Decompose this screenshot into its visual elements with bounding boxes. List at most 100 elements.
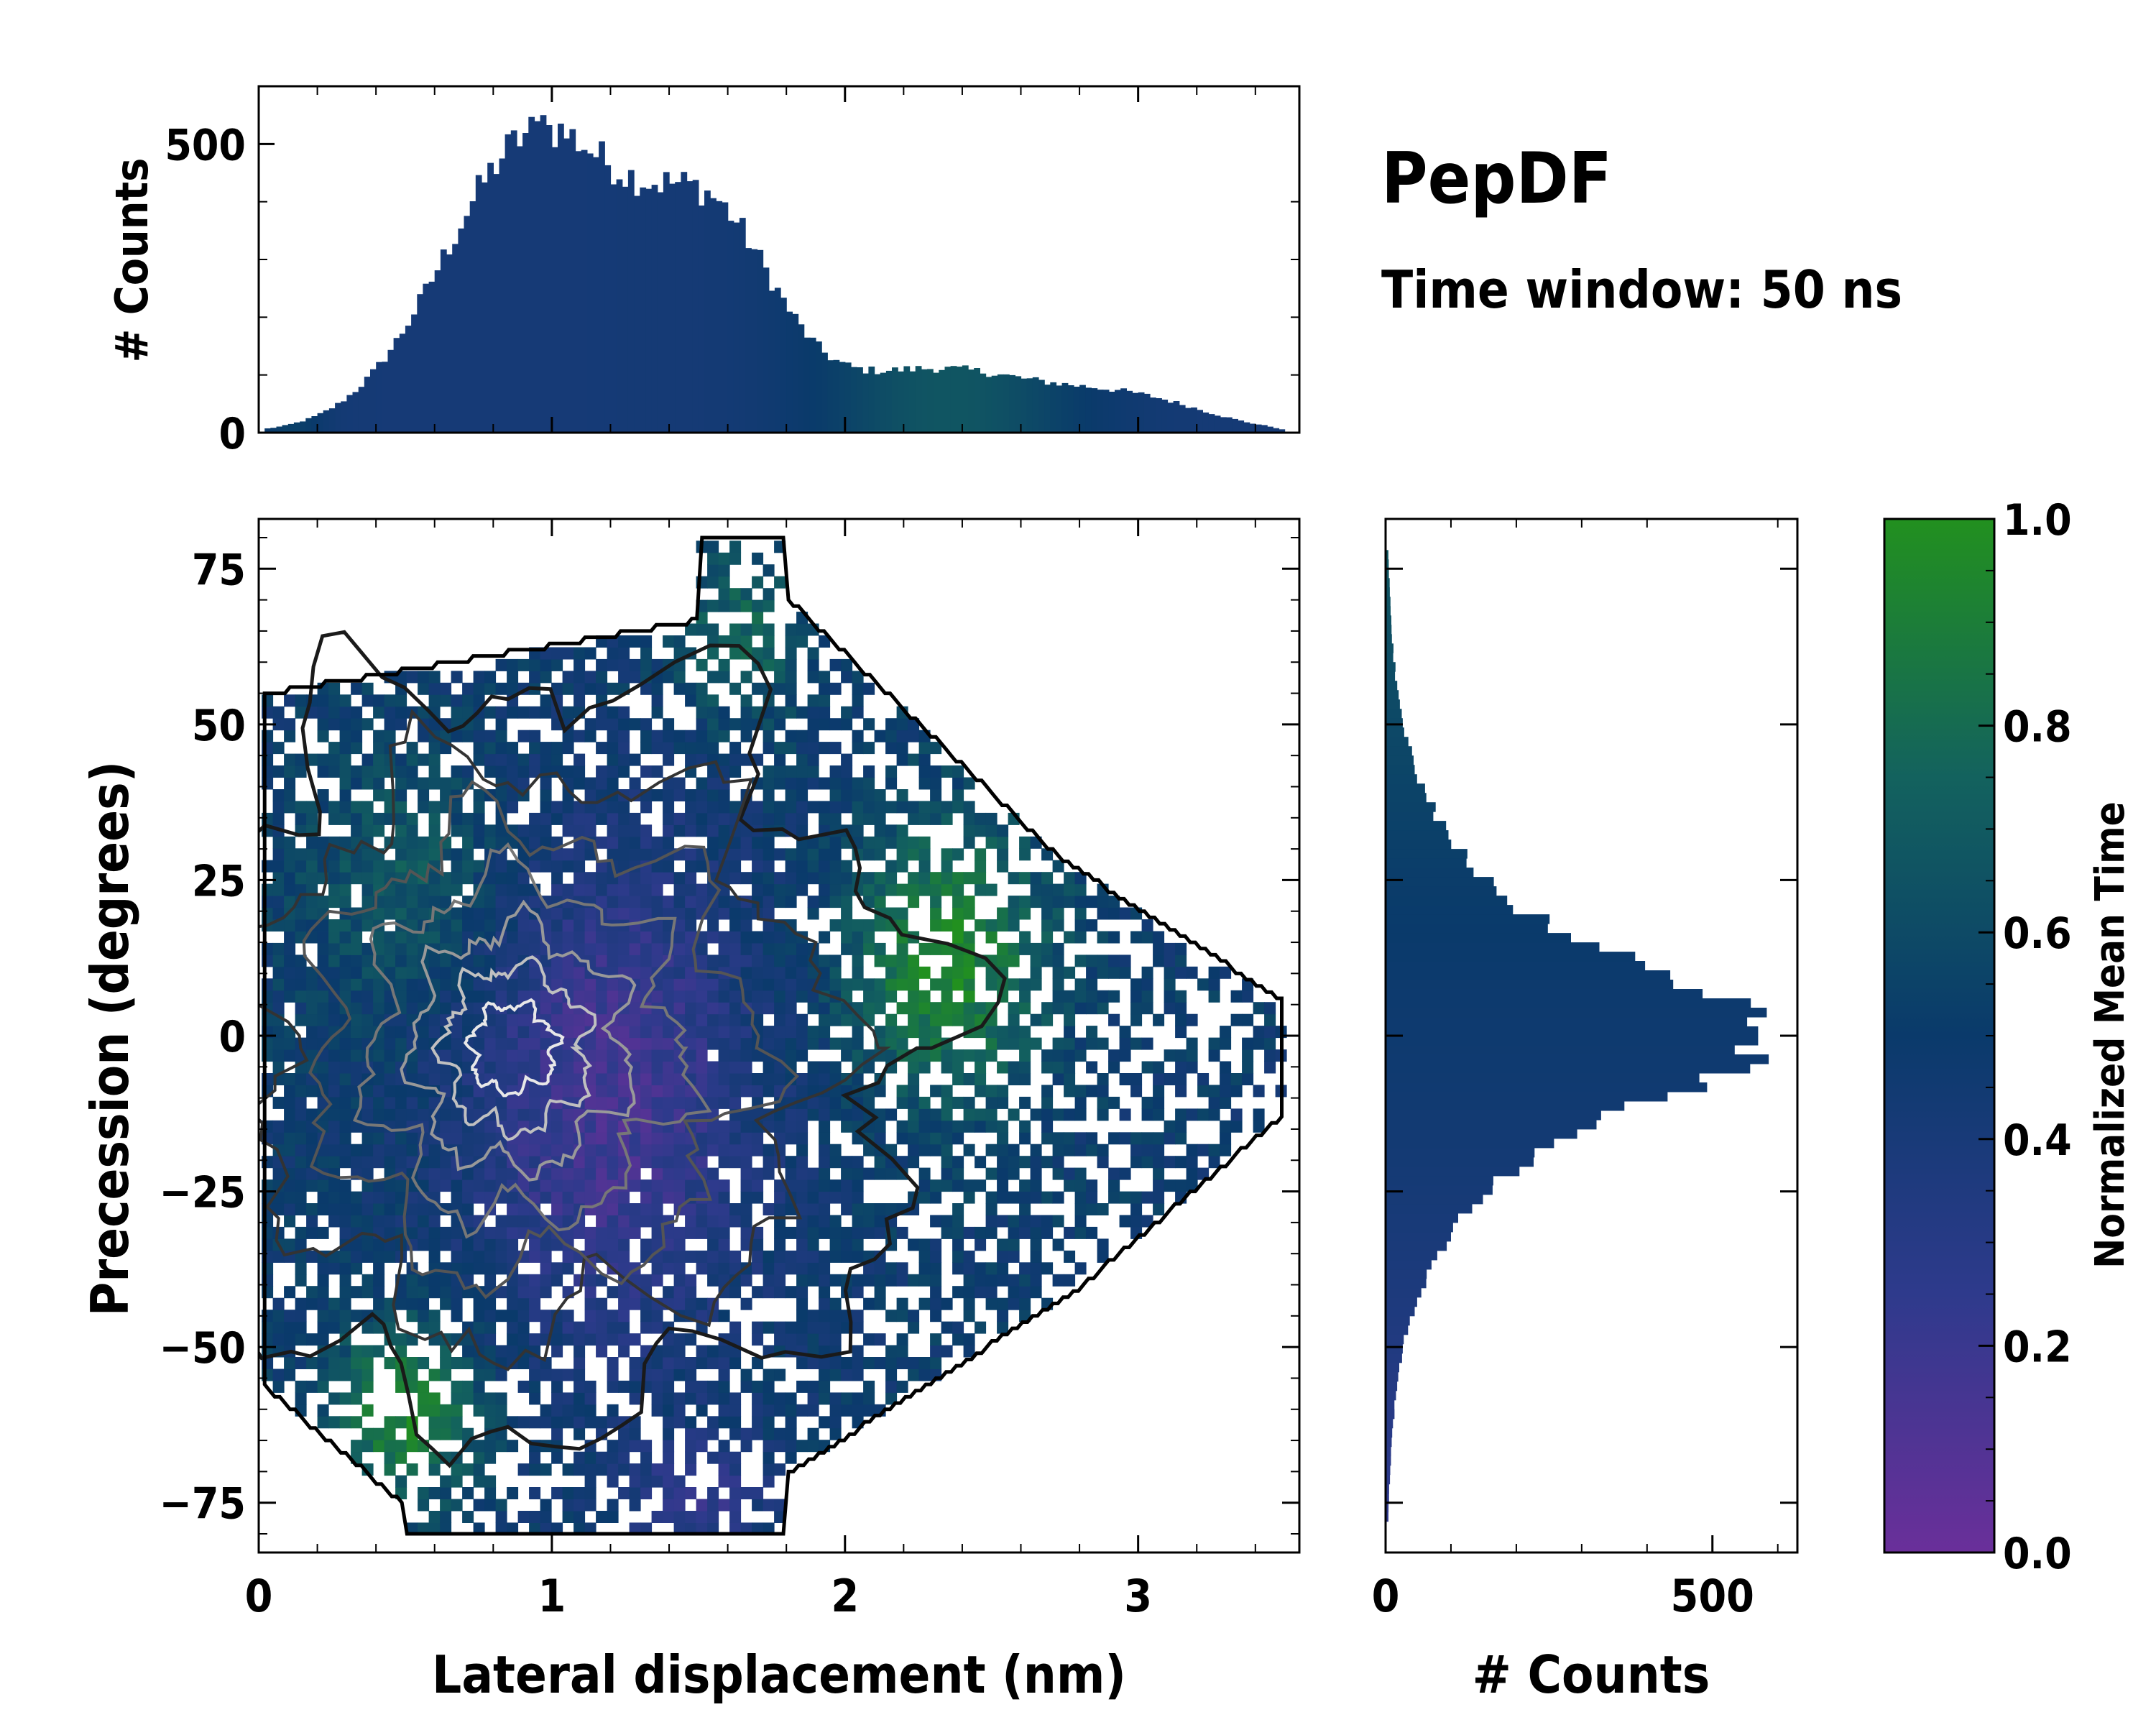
heatmap-cell [930,1238,942,1251]
heatmap-cell [1041,883,1054,896]
heatmap-cell [351,1380,363,1393]
heatmap-cell [317,1108,329,1121]
heatmap-cell [284,801,296,814]
heatmap-cell [1019,1026,1031,1039]
heatmap-cell [819,1096,831,1109]
heatmap-cell [573,1392,586,1405]
heatmap-cell [651,1049,663,1062]
heatmap-cell [763,658,775,671]
heatmap-cell [651,1144,663,1156]
top-histogram-bar [370,369,377,433]
heatmap-cell [584,682,596,695]
top-histogram-bar [927,369,934,433]
heatmap-cell [361,860,374,873]
heatmap-cell [384,1144,396,1156]
heatmap-cell [495,706,507,719]
heatmap-cell [975,1108,987,1121]
heatmap-cell [584,1073,596,1085]
heatmap-cell [885,1144,898,1156]
heatmap-cell [819,978,831,991]
heatmap-cell [729,1203,742,1215]
heatmap-cell [975,883,987,896]
heatmap-cell [361,1250,374,1263]
heatmap-cell [317,1179,329,1192]
heatmap-cell [673,1297,686,1310]
heatmap-cell [272,1333,285,1346]
heatmap-cell [885,1108,898,1121]
top-histogram-bar [516,146,523,433]
heatmap-cell [629,1013,641,1026]
heatmap-cell [673,931,686,944]
right-histogram-bar [1386,690,1399,700]
heatmap-cell [562,682,574,695]
heatmap-cell [484,1096,497,1109]
heatmap-cell [596,1297,608,1310]
top-histogram-bar [1120,388,1127,433]
heatmap-cell [473,1297,485,1310]
heatmap-cell [696,1215,708,1228]
heatmap-cell [507,658,519,671]
heatmap-cell [462,978,474,991]
heatmap-cell [774,718,786,731]
heatmap-cell [651,1368,663,1381]
heatmap-cell [918,860,931,873]
heatmap-cell [729,1132,742,1145]
right-histogram-bar [1386,1213,1458,1223]
heatmap-cell [740,1085,752,1098]
heatmap-cell [997,1250,1009,1263]
heatmap-cell [529,1096,541,1109]
heatmap-cell [930,1250,942,1263]
heatmap-cell [740,706,752,719]
heatmap-cell [930,742,942,755]
heatmap-cell [551,1191,563,1204]
heatmap-cell [896,789,908,801]
heatmap-cell [829,978,842,991]
heatmap-cell [584,1321,596,1334]
heatmap-cell [1097,1250,1109,1263]
heatmap-cell [651,931,663,944]
top-histogram-bar [716,201,723,433]
heatmap-cell [462,1144,474,1156]
heatmap-cell [451,848,463,861]
heatmap-cell [573,1061,586,1074]
heatmap-cell [1019,1002,1031,1015]
heatmap-cell [351,718,363,731]
heatmap-cell [495,1416,507,1429]
top-histogram-bar [950,366,957,433]
heatmap-cell [696,1380,708,1393]
heatmap-cell [607,1250,619,1263]
heatmap-cell [584,919,596,932]
density-contour [430,955,597,1141]
right-histogram-bar [1386,1128,1577,1139]
heatmap-cell [819,777,831,790]
heatmap-cell [640,1191,653,1204]
heatmap-cell [573,1002,586,1015]
heatmap-cell [985,1120,998,1133]
top-histogram-bar [780,298,787,433]
heatmap-cell [707,742,719,755]
heatmap-cell [707,1511,719,1523]
heatmap-cell [640,931,653,944]
heatmap-cell [896,1167,908,1180]
heatmap-cell [284,1321,296,1334]
heatmap-cell [1097,1144,1109,1156]
heatmap-cell [328,848,341,861]
heatmap-cell [896,730,908,742]
heatmap-cell [573,872,586,885]
heatmap-cell [339,1179,351,1192]
heatmap-cell [829,1156,842,1169]
heatmap-cell [1019,1096,1031,1109]
heatmap-cell [373,1132,385,1145]
heatmap-cell [440,1286,452,1299]
heatmap-cell [540,777,552,790]
heatmap-cell [284,1073,296,1085]
heatmap-cell [930,812,942,825]
heatmap-cell [295,848,307,861]
heatmap-cell [607,1440,619,1453]
heatmap-cell [584,801,596,814]
heatmap-cell [663,1238,675,1251]
heatmap-cell [440,1085,452,1098]
heatmap-cell [384,694,396,707]
heatmap-cell [428,931,441,944]
heatmap-cell [339,789,351,801]
